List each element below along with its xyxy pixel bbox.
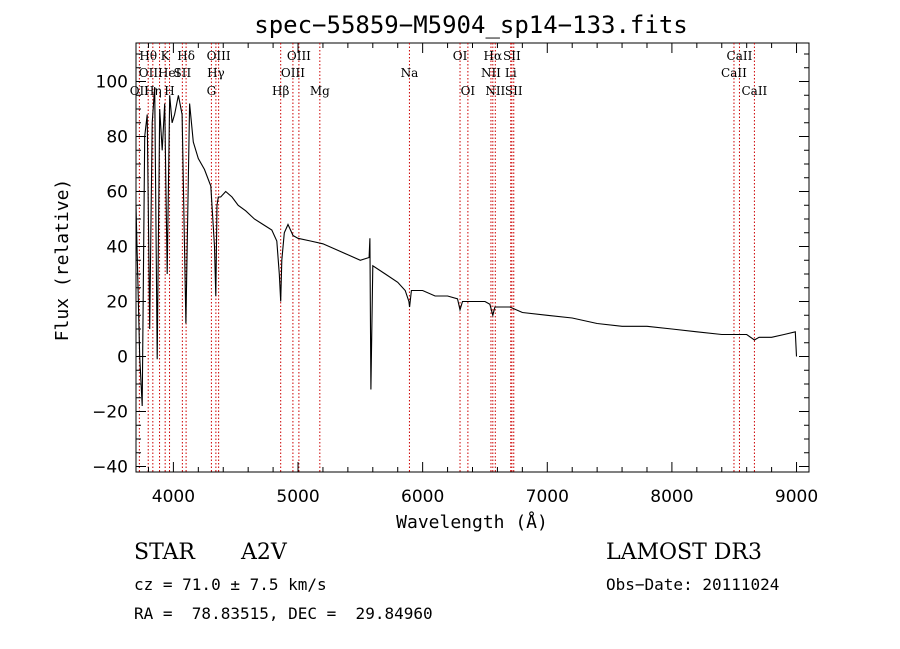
- spectral-line-label: K: [161, 49, 171, 63]
- y-tick-label: 0: [117, 348, 128, 368]
- y-axis-ticks: −40 −20 0 20 40 60 80 100: [92, 53, 809, 478]
- spectral-line-label: OIII: [281, 66, 305, 80]
- chart-title: spec−55859−M5904_sp14−133.fits: [254, 11, 687, 39]
- y-tick-label: 60: [106, 183, 128, 203]
- spectral-line-label: Na: [401, 66, 419, 80]
- y-tick-label: 100: [96, 73, 128, 93]
- x-tick-label: 4000: [152, 487, 195, 507]
- spectral-line-label: OI: [461, 84, 476, 98]
- spectral-line-label: Li: [505, 66, 517, 80]
- spectral-line-label: CaII: [721, 66, 747, 80]
- spectral-line-label: SII: [505, 84, 523, 98]
- spectral-line-label: CaII: [727, 49, 753, 63]
- spectral-line-label: Hδ: [177, 49, 195, 63]
- coordinates-readout: RA = 78.83515, DEC = 29.84960: [134, 604, 433, 623]
- y-tick-label: 40: [106, 238, 128, 258]
- spectral-line-markers: [138, 43, 755, 472]
- y-tick-label: −20: [92, 403, 128, 423]
- x-tick-label: 7000: [526, 487, 569, 507]
- spectral-line-labels: OIIHθHηOIIHeIKHSIIHδGHγOIIIHβOIIIOIIIMgN…: [130, 49, 768, 98]
- plot-frame: [135, 42, 810, 473]
- x-tick-label: 6000: [401, 487, 444, 507]
- y-tick-label: 20: [106, 293, 128, 313]
- y-axis-label: Flux (relative): [52, 179, 73, 342]
- observation-date: Obs−Date: 20111024: [606, 575, 780, 594]
- spectral-line-label: Mg: [310, 84, 330, 98]
- spectral-line-label: OIII: [207, 49, 231, 63]
- object-class: STAR: [134, 540, 195, 565]
- x-tick-label: 8000: [650, 487, 693, 507]
- x-axis-ticks: 4000 5000 6000 7000 8000 9000: [147, 43, 818, 507]
- y-tick-label: −40: [92, 458, 128, 478]
- spectral-line-label: Hη: [144, 84, 162, 98]
- spectral-line-label: OI: [453, 49, 468, 63]
- spectral-line-label: Hθ: [139, 49, 157, 63]
- spectral-line-label: Hβ: [272, 84, 289, 98]
- x-tick-label: 9000: [775, 487, 818, 507]
- spectral-line-label: NII: [481, 66, 501, 80]
- spectral-line-label: Hγ: [207, 66, 225, 80]
- spectral-line-label: H: [164, 84, 174, 98]
- spectral-line-label: Hα: [484, 49, 503, 63]
- spectral-line-label: G: [207, 84, 217, 98]
- object-subclass: A2V: [241, 540, 287, 565]
- redshift-readout: cz = 71.0 ± 7.5 km/s: [134, 575, 327, 594]
- spectral-line-label: OIII: [287, 49, 311, 63]
- spectral-line-label: NII: [485, 84, 505, 98]
- spectral-line-label: SII: [174, 66, 192, 80]
- spectral-line-label: OII: [130, 84, 150, 98]
- x-axis-label: Wavelength (Å): [396, 511, 548, 533]
- x-tick-label: 5000: [276, 487, 319, 507]
- spectral-line-label: SII: [503, 49, 521, 63]
- survey-name: LAMOST DR3: [606, 540, 762, 565]
- spectral-line-label: CaII: [741, 84, 767, 98]
- flux-series-line: [135, 86, 798, 407]
- spectral-line-label: OIIHeI: [139, 66, 181, 80]
- y-tick-label: 80: [106, 128, 128, 148]
